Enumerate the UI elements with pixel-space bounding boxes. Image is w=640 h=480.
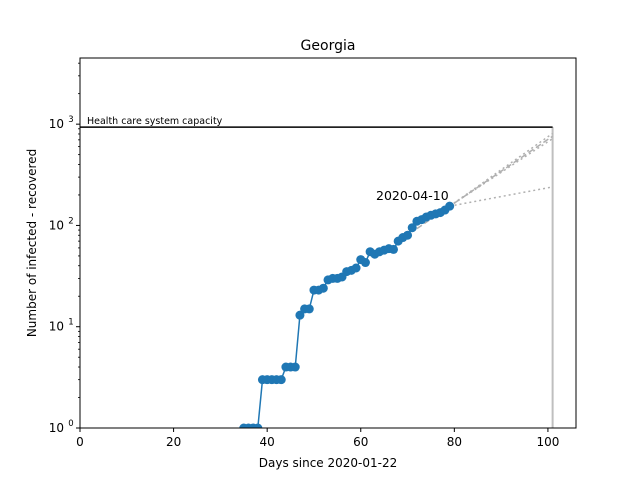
y-tick-label: 10: [49, 320, 64, 334]
plot-marks: Health care system capacity 2020-04-10: [80, 116, 554, 428]
y-axis-label: Number of infected - recovered: [25, 149, 39, 337]
plot-frame: [79, 57, 577, 429]
x-axis: 0 20 40 60 80 100: [76, 428, 559, 449]
data-point: [318, 283, 328, 293]
data-point: [351, 263, 361, 273]
y-tick-exponent: 3: [68, 115, 73, 125]
y-axis: 10 0 10 1 10 2 10 3: [49, 62, 80, 435]
data-point: [403, 230, 413, 240]
chart-title: Georgia: [301, 38, 356, 54]
y-tick-exponent: 2: [68, 216, 73, 226]
x-tick-label: 20: [166, 435, 181, 449]
y-tick-exponent: 0: [68, 419, 73, 429]
data-point: [389, 244, 399, 254]
data-point: [360, 258, 370, 268]
data-point: [290, 362, 300, 372]
data-point: [276, 375, 286, 385]
date-annotation: 2020-04-10: [376, 188, 449, 203]
projection-line-2: [449, 137, 554, 207]
capacity-label: Health care system capacity: [87, 116, 223, 127]
x-tick-label: 60: [353, 435, 368, 449]
x-tick-label: 40: [260, 435, 275, 449]
data-point: [407, 223, 417, 233]
x-tick-label: 100: [536, 435, 559, 449]
data-point: [253, 423, 263, 428]
data-point: [295, 310, 305, 320]
y-tick-label: 10: [49, 117, 64, 131]
y-tick-label: 10: [49, 421, 64, 435]
y-tick-label: 10: [49, 218, 64, 232]
x-tick-label: 0: [76, 435, 84, 449]
x-tick-label: 80: [447, 435, 462, 449]
y-tick-exponent: 1: [68, 318, 73, 328]
x-axis-label: Days since 2020-01-22: [259, 456, 398, 470]
plot-area: [80, 126, 554, 428]
data-point: [445, 201, 455, 211]
series-line-0: [243, 205, 451, 428]
data-point: [304, 304, 314, 314]
